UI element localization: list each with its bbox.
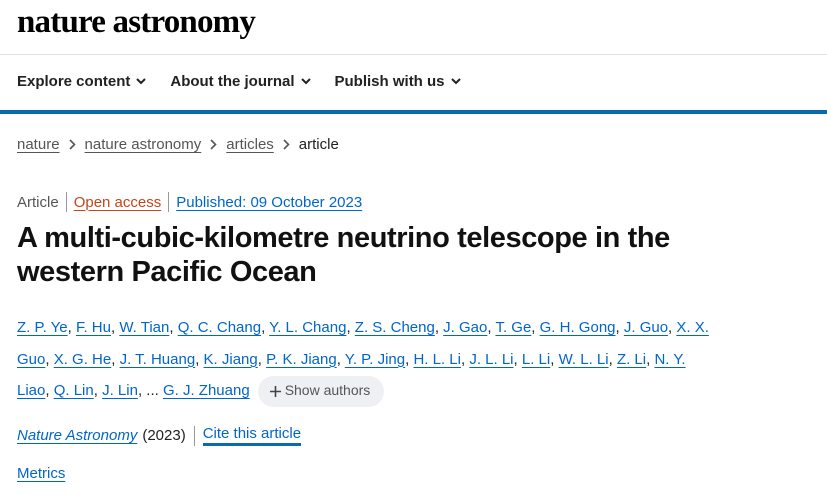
author-link[interactable]: G. J. Zhuang bbox=[162, 382, 250, 399]
author-link[interactable]: J. Guo bbox=[623, 319, 669, 336]
author-separator: , bbox=[550, 350, 555, 368]
nav-label[interactable]: Publish with us bbox=[334, 73, 445, 90]
breadcrumb-link[interactable]: nature astronomy bbox=[84, 136, 202, 153]
published-date[interactable]: Published: 09 October 2023 bbox=[176, 193, 363, 211]
author-link[interactable]: W. Tian bbox=[119, 319, 170, 336]
author-separator: , bbox=[93, 382, 98, 399]
citation-line: Nature Astronomy (2023) Cite this articl… bbox=[17, 425, 302, 446]
metrics-link[interactable]: Metrics bbox=[17, 465, 66, 482]
author-separator: , bbox=[67, 319, 72, 336]
author-separator: , bbox=[460, 350, 466, 368]
cite-link[interactable]: Cite this article bbox=[202, 425, 302, 446]
author-separator: , bbox=[45, 382, 50, 399]
author-separator: , bbox=[261, 319, 266, 336]
author-separator: , bbox=[646, 350, 651, 368]
ellipsis: ... bbox=[146, 382, 159, 399]
show-authors-label[interactable]: Show authors bbox=[284, 382, 371, 399]
author-link[interactable]: Z. Li bbox=[616, 350, 647, 368]
author-link[interactable]: J. T. Huang bbox=[119, 350, 196, 368]
author-separator: , bbox=[137, 382, 143, 399]
breadcrumbs: nature nature astronomy articles article bbox=[17, 136, 339, 153]
journal-wrap: Nature Astronomy bbox=[17, 427, 137, 444]
nav-item[interactable]: About the journal bbox=[170, 73, 311, 90]
author-separator: , bbox=[513, 350, 518, 368]
author-link[interactable]: H. L. Li bbox=[413, 350, 461, 368]
nav-item[interactable]: Explore content bbox=[17, 73, 147, 90]
author-link[interactable]: F. Hu bbox=[75, 319, 111, 336]
journal-link[interactable]: Nature Astronomy bbox=[17, 427, 138, 444]
article-meta: Article Open access Published: 09 Octobe… bbox=[17, 192, 362, 212]
author-separator: , bbox=[336, 350, 341, 368]
nav-label[interactable]: About the journal bbox=[170, 73, 295, 90]
author-link[interactable]: X. G. He bbox=[53, 350, 112, 368]
author-link[interactable]: L. Li bbox=[521, 350, 551, 368]
author-separator: , bbox=[434, 319, 439, 336]
author-link[interactable]: J. Gao bbox=[443, 319, 488, 336]
year: (2023) bbox=[142, 427, 186, 444]
author-separator: , bbox=[195, 350, 200, 368]
author-link[interactable]: K. Jiang bbox=[203, 350, 258, 368]
separator bbox=[65, 192, 67, 212]
author-link[interactable]: Q. C. Chang bbox=[177, 319, 262, 336]
chevron-icon bbox=[300, 78, 311, 85]
author-separator: , bbox=[45, 350, 50, 368]
plus-icon bbox=[269, 385, 281, 397]
breadcrumb-arrow bbox=[210, 139, 217, 150]
separator bbox=[193, 425, 195, 446]
author-link[interactable]: Y. P. Jing bbox=[344, 350, 406, 368]
author-link[interactable]: Z. S. Cheng bbox=[354, 319, 435, 336]
author-separator: , bbox=[110, 319, 116, 336]
author-link[interactable]: J. L. Li bbox=[469, 350, 514, 368]
nav-bar bbox=[0, 110, 827, 114]
article-title: A multi-cubic-kilometre neutrino telesco… bbox=[17, 222, 670, 288]
separator bbox=[168, 192, 170, 212]
author-link[interactable]: W. L. Li bbox=[558, 350, 609, 368]
breadcrumb-link[interactable]: articles bbox=[226, 136, 274, 153]
author-separator: , bbox=[111, 350, 116, 368]
author-link[interactable]: T. Ge bbox=[495, 319, 532, 336]
author-link[interactable]: P. K. Jiang bbox=[266, 350, 337, 368]
divider bbox=[0, 54, 827, 55]
author-link[interactable]: Z. P. Ye bbox=[17, 319, 68, 336]
breadcrumb-current: article bbox=[298, 136, 339, 153]
chevron-icon bbox=[450, 78, 461, 85]
breadcrumb-link[interactable]: nature bbox=[17, 136, 60, 153]
author-separator: , bbox=[487, 319, 492, 336]
author-link[interactable]: N. Y. Liao bbox=[17, 350, 686, 400]
author-link[interactable]: Q. Lin bbox=[53, 382, 94, 399]
nav: Explore content About the journal Publis… bbox=[17, 73, 461, 90]
author-separator: , bbox=[615, 319, 620, 336]
author-separator: , bbox=[257, 350, 262, 368]
author-link[interactable]: J. Lin bbox=[102, 382, 138, 399]
author-link[interactable]: G. H. Gong bbox=[539, 319, 616, 336]
nav-label[interactable]: Explore content bbox=[17, 73, 131, 90]
chevron-icon bbox=[136, 78, 147, 85]
author-separator: , bbox=[169, 319, 174, 336]
breadcrumb-arrow bbox=[68, 139, 76, 150]
author-separator: , bbox=[608, 350, 613, 368]
author-separator: , bbox=[405, 350, 410, 368]
author-link[interactable]: Y. L. Chang bbox=[269, 319, 347, 336]
author-separator: , bbox=[346, 319, 351, 336]
logo[interactable]: nature astronomy bbox=[17, 4, 256, 40]
breadcrumb-arrow bbox=[283, 139, 290, 150]
author-separator: , bbox=[531, 319, 536, 336]
open-access[interactable]: Open access bbox=[73, 193, 162, 211]
article-type: Article bbox=[17, 193, 59, 211]
show-authors-button[interactable]: Show authors bbox=[257, 375, 385, 407]
author-link[interactable]: X. X. Guo bbox=[17, 319, 709, 368]
author-list: Z. P. Ye, F. Hu, W. Tian, Q. C. Chang, Y… bbox=[17, 312, 722, 407]
nav-item[interactable]: Publish with us bbox=[335, 73, 461, 90]
author-separator: , bbox=[668, 319, 673, 336]
